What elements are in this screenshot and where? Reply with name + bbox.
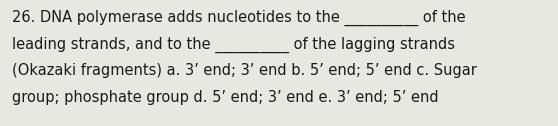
Text: 26. DNA polymerase adds nucleotides to the __________ of the: 26. DNA polymerase adds nucleotides to t… xyxy=(12,10,465,26)
Text: leading strands, and to the __________ of the lagging strands: leading strands, and to the __________ o… xyxy=(12,37,455,53)
Text: (Okazaki fragments) a. 3’ end; 3’ end b. 5’ end; 5’ end c. Sugar: (Okazaki fragments) a. 3’ end; 3’ end b.… xyxy=(12,63,477,78)
Text: group; phosphate group d. 5’ end; 3’ end e. 3’ end; 5’ end: group; phosphate group d. 5’ end; 3’ end… xyxy=(12,89,439,104)
